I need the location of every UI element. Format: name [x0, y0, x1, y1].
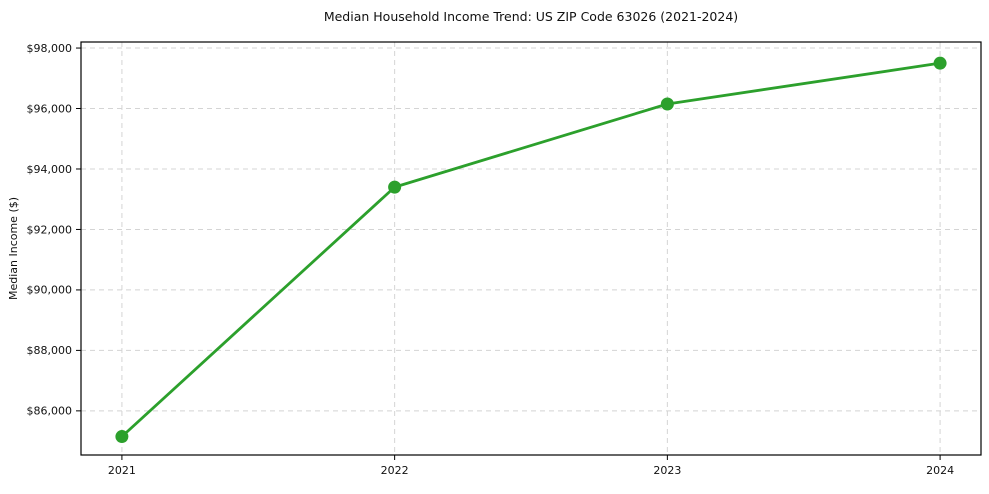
grid-lines	[81, 42, 981, 455]
y-tick-label: $98,000	[27, 42, 73, 55]
x-tick-label: 2024	[926, 464, 954, 477]
y-tick-label: $94,000	[27, 163, 73, 176]
data-point-2021	[115, 430, 129, 444]
x-tick-label: 2022	[381, 464, 409, 477]
axes	[76, 41, 982, 460]
data-point-2022	[388, 180, 402, 194]
y-tick-label: $96,000	[27, 102, 73, 115]
y-tick-label: $90,000	[27, 284, 73, 297]
trend-line	[120, 61, 942, 438]
tick-labels: $86,000 $88,000 $90,000 $92,000 $94,000 $96,0…	[27, 42, 955, 477]
plot-border	[80, 41, 982, 456]
chart-title: Median Household Income Trend: US ZIP Co…	[324, 9, 738, 24]
x-tick-label: 2023	[653, 464, 681, 477]
y-tick-label: $88,000	[27, 344, 73, 357]
x-tick-label: 2021	[108, 464, 136, 477]
y-tick-label: $86,000	[27, 405, 73, 418]
data-point-2024	[933, 56, 947, 70]
data-point-2023	[660, 97, 674, 111]
data-series	[115, 56, 947, 444]
y-axis-label: Median Income ($)	[7, 197, 20, 300]
y-tick-label: $92,000	[27, 223, 73, 236]
